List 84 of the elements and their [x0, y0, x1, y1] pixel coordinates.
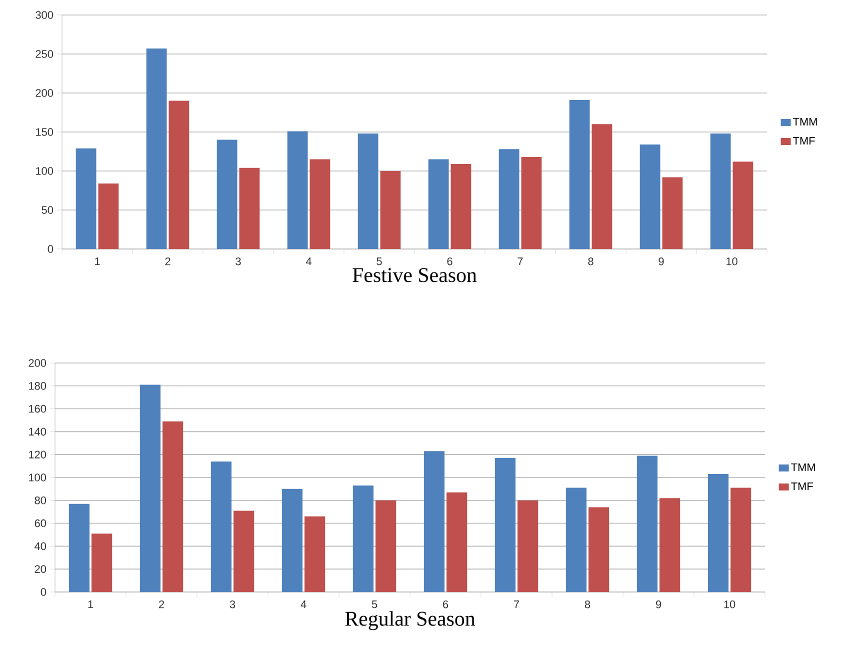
- y-tick-label: 60: [34, 519, 46, 528]
- bar: [521, 156, 542, 249]
- legend-label: TMM: [791, 463, 815, 471]
- x-tick-label: 8: [584, 600, 590, 608]
- bar: [76, 148, 96, 249]
- bar: [352, 486, 374, 592]
- y-tick-label: 300: [36, 11, 54, 19]
- x-tick-label: 9: [658, 258, 664, 266]
- bar: [358, 134, 378, 249]
- bar: [98, 183, 119, 249]
- bar: [424, 451, 445, 592]
- bar: [428, 159, 449, 249]
- y-tick-label: 140: [29, 428, 46, 436]
- x-tick-label: 2: [159, 600, 164, 608]
- x-tick-label: 10: [726, 258, 738, 266]
- x-tick-label: 2: [165, 258, 170, 266]
- y-tick-label: 160: [29, 404, 46, 413]
- bar: [592, 124, 612, 249]
- y-tick-label: 150: [36, 128, 54, 136]
- bar: [660, 498, 680, 592]
- x-tick-label: 7: [514, 600, 520, 608]
- x-tick-label: 6: [447, 258, 452, 266]
- bar: [216, 140, 238, 249]
- x-tick-label: 5: [376, 258, 382, 266]
- bar: [282, 488, 303, 592]
- bar: [588, 507, 610, 592]
- legend-label: TMF: [791, 482, 813, 490]
- bar: [376, 500, 396, 592]
- bar: [518, 500, 538, 592]
- y-tick-label: 0: [40, 588, 46, 596]
- bar: [210, 461, 232, 592]
- bar: [732, 162, 754, 249]
- y-tick-label: 40: [34, 542, 46, 550]
- y-tick-label: 20: [34, 565, 46, 573]
- bar: [730, 488, 752, 592]
- bar: [498, 149, 520, 249]
- x-tick-label: 5: [372, 600, 378, 608]
- bar: [636, 456, 658, 592]
- x-tick-label: 10: [724, 600, 736, 608]
- bar: [310, 159, 330, 249]
- y-tick-label: 200: [28, 359, 46, 367]
- legend-label: TMF: [793, 136, 815, 145]
- x-tick-label: 7: [518, 258, 523, 266]
- bar: [234, 510, 254, 592]
- bar: [494, 458, 516, 592]
- y-tick-label: 50: [42, 206, 54, 214]
- x-tick-label: 6: [443, 600, 448, 608]
- bar: [566, 488, 587, 592]
- bar: [140, 384, 161, 592]
- x-axis-title: Festive Season: [352, 268, 477, 282]
- bar: [162, 421, 184, 592]
- x-tick-label: 4: [306, 258, 312, 266]
- x-tick-label: 3: [230, 600, 236, 608]
- bar: [380, 170, 401, 249]
- y-tick-label: 100: [36, 167, 54, 175]
- bar: [569, 100, 590, 249]
- bar: [710, 134, 731, 249]
- bar: [239, 168, 260, 249]
- bar: [708, 474, 729, 592]
- bar: [446, 492, 468, 592]
- y-tick-label: 100: [29, 474, 46, 482]
- y-tick-label: 200: [36, 89, 54, 97]
- y-tick-label: 250: [36, 50, 54, 58]
- bar: [662, 177, 683, 249]
- bar: [168, 100, 190, 249]
- x-tick-label: 3: [236, 258, 241, 266]
- bar: [450, 164, 472, 249]
- bar: [640, 144, 660, 249]
- bar: [146, 48, 167, 249]
- x-axis-title: Regular Season: [345, 611, 476, 630]
- x-tick-label: 9: [656, 600, 662, 608]
- bar: [304, 516, 326, 592]
- y-tick-label: 80: [34, 496, 46, 504]
- x-tick-label: 1: [95, 258, 100, 266]
- x-tick-label: 1: [88, 600, 94, 608]
- legend-label: TMM: [793, 118, 817, 126]
- bar: [68, 504, 90, 592]
- x-tick-label: 8: [588, 258, 594, 266]
- bar: [287, 131, 308, 249]
- x-tick-label: 4: [300, 600, 306, 608]
- y-tick-label: 0: [48, 245, 54, 253]
- bar: [92, 534, 112, 592]
- y-tick-label: 180: [29, 382, 46, 390]
- y-tick-label: 120: [29, 450, 46, 458]
